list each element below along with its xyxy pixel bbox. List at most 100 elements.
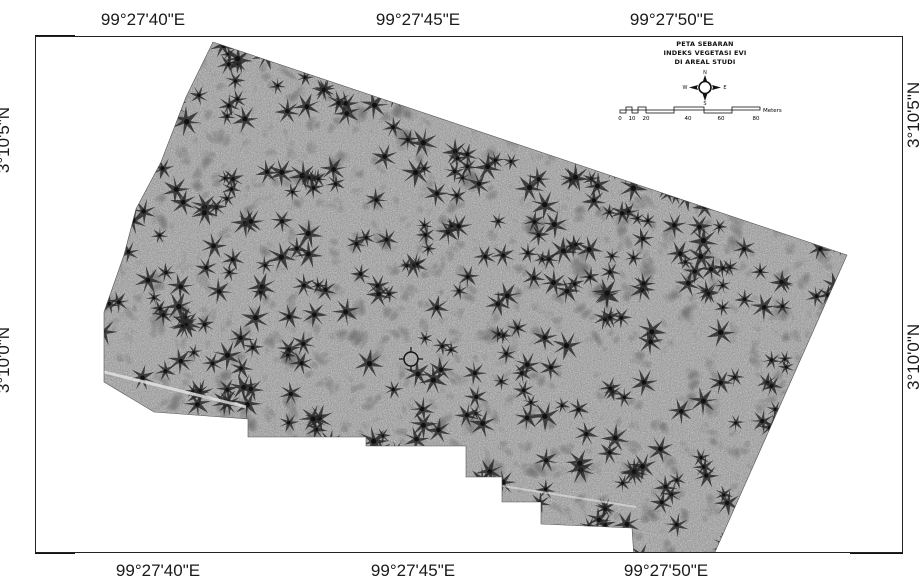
graticule-left-label-2: 3°10'0"N xyxy=(0,326,14,394)
palm-canopy xyxy=(526,72,563,109)
palm-canopy xyxy=(829,362,847,385)
compass-s-label: S xyxy=(703,101,706,106)
palm-canopy xyxy=(485,42,520,75)
palm-canopy xyxy=(366,480,388,502)
palm-canopy xyxy=(726,148,752,173)
palm-canopy xyxy=(647,135,676,163)
palm-canopy xyxy=(780,447,807,473)
scale-bar: 0 10 20 40 60 80 Meters xyxy=(618,106,782,122)
palm-canopy xyxy=(792,522,816,547)
palm-canopy xyxy=(754,201,773,219)
palm-canopy xyxy=(710,137,744,172)
palm-canopy xyxy=(767,439,798,470)
palm-canopy xyxy=(133,423,153,444)
palm-canopy xyxy=(814,514,847,552)
palm-canopy xyxy=(197,447,231,482)
palm-canopy xyxy=(805,61,844,101)
palm-canopy xyxy=(816,408,846,440)
palm-canopy xyxy=(115,436,134,456)
palm-canopy xyxy=(539,126,566,152)
palm-canopy xyxy=(812,356,834,379)
palm-canopy xyxy=(486,42,518,59)
palm-canopy xyxy=(144,92,168,118)
palm-canopy xyxy=(781,173,801,193)
palm-canopy xyxy=(324,471,358,506)
palm-canopy xyxy=(104,465,131,496)
palm-canopy xyxy=(169,49,192,71)
palm-canopy xyxy=(137,433,167,462)
scale-tick-80: 80 xyxy=(753,116,760,122)
palm-canopy xyxy=(772,172,810,210)
palm-canopy xyxy=(774,180,817,223)
palm-canopy xyxy=(248,491,273,516)
palm-canopy xyxy=(112,438,135,461)
palm-canopy xyxy=(241,518,271,549)
palm-canopy xyxy=(252,499,283,530)
palm-canopy xyxy=(823,352,845,374)
palm-canopy xyxy=(104,65,117,88)
scale-tick-40: 40 xyxy=(685,116,692,122)
compass-e-label: E xyxy=(723,85,726,91)
palm-canopy xyxy=(452,42,480,57)
palm-canopy xyxy=(665,146,691,172)
palm-canopy xyxy=(196,452,221,477)
palm-canopy xyxy=(558,536,590,552)
palm-canopy xyxy=(413,86,440,113)
graticule-bottom-label-2: 99°27'45"E xyxy=(370,561,456,580)
palm-canopy xyxy=(817,417,847,454)
palm-canopy xyxy=(559,528,585,552)
palm-canopy xyxy=(545,61,574,92)
palm-canopy xyxy=(836,447,847,480)
scale-tick-20: 20 xyxy=(643,116,650,122)
palm-canopy xyxy=(796,437,818,459)
palm-canopy xyxy=(565,42,601,69)
palm-canopy xyxy=(324,451,344,472)
palm-canopy xyxy=(318,477,343,502)
palm-canopy xyxy=(825,360,847,397)
palm-canopy xyxy=(507,511,545,550)
legend-title-line-2: INDEKS VEGETASI EVI xyxy=(663,49,747,57)
map-legend: PETA SEBARAN INDEKS VEGETASI EVI DI AREA… xyxy=(600,40,810,128)
palm-canopy xyxy=(139,486,167,514)
palm-canopy xyxy=(273,525,302,552)
legend-title-line-3: DI AREAL STUDI xyxy=(674,58,736,66)
palm-canopy xyxy=(803,410,825,433)
palm-canopy xyxy=(758,133,800,175)
palm-canopy xyxy=(104,71,126,105)
palm-canopy xyxy=(558,96,594,131)
palm-canopy xyxy=(818,153,839,173)
legend-title-line-1: PETA SEBARAN xyxy=(676,40,734,48)
compass-rose-icon: N S W E xyxy=(683,70,727,106)
palm-canopy xyxy=(179,425,206,451)
palm-canopy xyxy=(156,491,180,514)
palm-canopy xyxy=(503,72,531,100)
orthophoto-map[interactable] xyxy=(36,37,903,553)
palm-canopy xyxy=(183,461,220,497)
palm-canopy xyxy=(721,539,747,552)
palm-canopy xyxy=(311,435,333,456)
palm-canopy xyxy=(620,146,648,174)
palm-canopy xyxy=(104,146,128,171)
palm-canopy xyxy=(455,537,493,552)
palm-canopy xyxy=(214,426,241,452)
palm-canopy xyxy=(475,51,499,75)
palm-canopy xyxy=(537,42,566,71)
scale-tick-10: 10 xyxy=(629,116,636,122)
palm-canopy xyxy=(503,42,531,70)
palm-canopy xyxy=(298,452,332,485)
palm-canopy xyxy=(822,43,847,75)
palm-canopy xyxy=(788,176,816,205)
palm-canopy xyxy=(744,507,769,534)
palm-canopy xyxy=(154,534,192,552)
palm-canopy xyxy=(280,479,319,518)
map-frame xyxy=(35,36,903,553)
palm-canopy xyxy=(166,417,201,450)
palm-canopy xyxy=(814,357,843,388)
graticule-bottom-label-1: 99°27'40"E xyxy=(115,561,201,580)
palm-canopy xyxy=(835,78,847,103)
palm-canopy xyxy=(289,529,322,552)
graticule-right-label-1: 3°10'5"N xyxy=(904,81,923,148)
palm-canopy xyxy=(415,52,454,90)
palm-canopy xyxy=(167,479,198,510)
palm-canopy xyxy=(454,491,481,519)
